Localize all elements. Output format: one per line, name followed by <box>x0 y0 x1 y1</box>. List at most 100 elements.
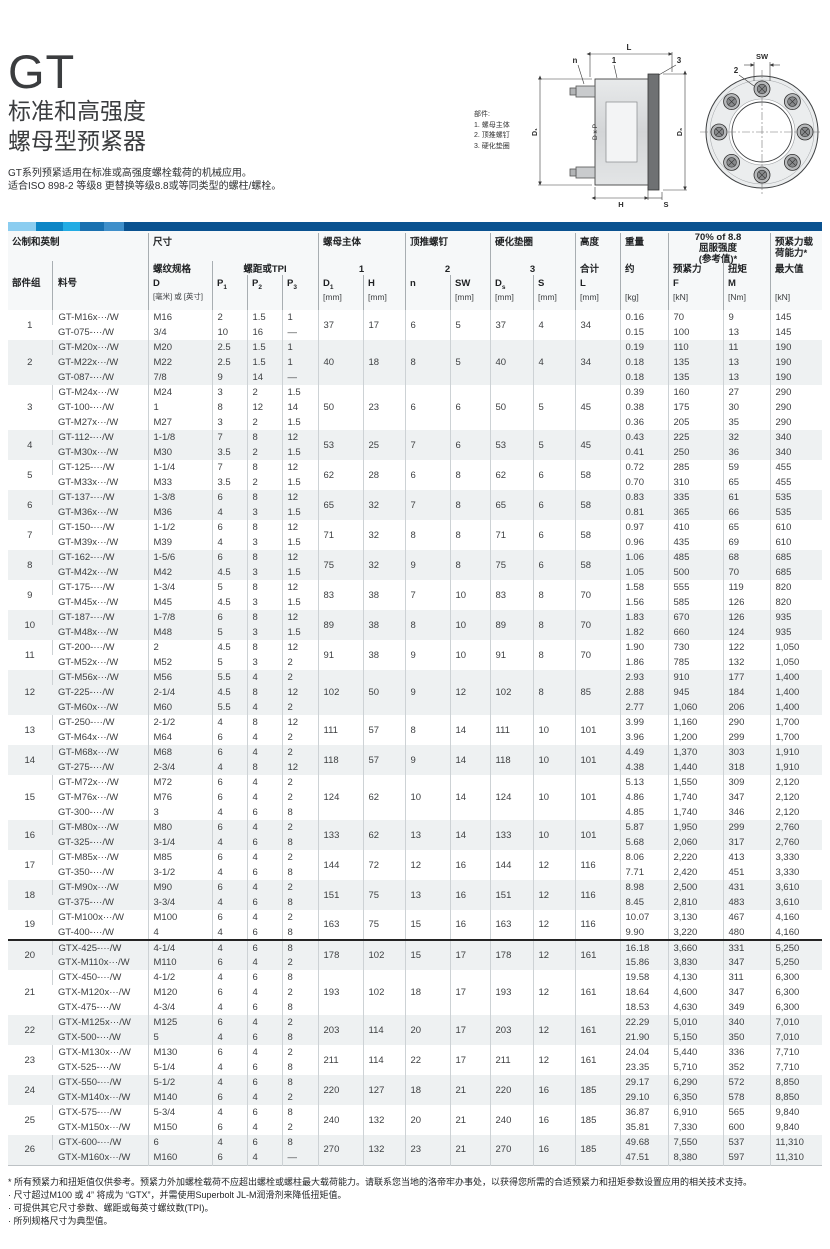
cell-thread-d: M80 <box>147 820 212 835</box>
cell-group-no: 10 <box>8 610 52 640</box>
cell-thread-d: 5 <box>147 1030 212 1045</box>
cell-part-no: GTX-500-···/W <box>52 1030 148 1045</box>
cell-part-no: GT-137-···/W <box>51 490 148 505</box>
cell-max-load: 2,760 <box>769 835 822 850</box>
table-row: 2 GT-M20x···/W M20 2.5 1.5 1 40 18 8 5 40 4 34 0.19 11… <box>8 340 822 385</box>
table-row: 17 GT-M85x···/W M85 6 4 2 144 72 12 16 144 12 116 8.0… <box>8 850 822 880</box>
cell-preload-f: 4,630 <box>667 1000 723 1015</box>
cell-p2: 4 <box>246 955 282 970</box>
cell-max-load: 340 <box>769 430 822 445</box>
cell-torque-m: 30 <box>722 400 770 415</box>
hdr-dimensions: 尺寸 <box>153 237 173 248</box>
hdr-nut-body: 螺母主体 <box>323 237 362 248</box>
cell-sw: 17 <box>449 1015 490 1045</box>
cell-weight: 8.45 <box>619 895 668 910</box>
cell-ds: 178 <box>489 939 533 970</box>
cell-p1: 6 <box>211 1120 247 1135</box>
cell-p2: 2 <box>246 385 282 400</box>
hdr-n: n <box>410 278 416 289</box>
cell-sw: 21 <box>449 1105 490 1135</box>
cell-ds: 91 <box>489 640 533 670</box>
part-2-label: 2 <box>734 66 739 75</box>
cell-n: 6 <box>404 385 450 430</box>
unit-d: [毫米] 或 [英寸] <box>153 292 204 301</box>
cell-weight: 4.49 <box>619 745 668 760</box>
table-row: 25 GTX-575-···/W 5-3/4 4 6 8 240 132 20 21 240 16 18… <box>8 1105 822 1135</box>
cell-p2: 8 <box>246 715 282 730</box>
cell-p3: 2 <box>281 790 318 805</box>
cell-group-no: 20 <box>8 939 52 970</box>
cell-weight: 5.87 <box>619 820 668 835</box>
cell-s: 5 <box>532 430 575 460</box>
cell-weight: 1.05 <box>619 565 668 580</box>
cell-p1: 4 <box>211 715 247 730</box>
cell-thread-d: 2-1/4 <box>147 685 212 700</box>
cell-p1: 4 <box>211 925 247 940</box>
cell-part-no: GT-175-···/W <box>51 580 148 595</box>
cell-weight: 1.83 <box>619 610 668 625</box>
cell-part-no: GTX-M150x···/W <box>58 1122 131 1133</box>
cell-max-load: 1,050 <box>769 640 822 655</box>
cell-weight: 0.18 <box>619 355 668 370</box>
cell-part-no: GT-M24x···/W <box>51 385 148 400</box>
cell-torque-m: 299 <box>722 820 770 835</box>
cell-p3: 2 <box>281 985 318 1000</box>
cell-p1: 6 <box>211 790 247 805</box>
cell-p3: 1.5 <box>281 415 318 430</box>
cell-max-load: 2,120 <box>769 805 822 820</box>
cell-n: 15 <box>404 910 450 940</box>
hdr-yield-line2: 屈服强度 <box>698 243 737 254</box>
cell-s: 6 <box>532 550 575 580</box>
cell-preload-f: 285 <box>667 460 723 475</box>
cell-sw: 14 <box>449 775 490 820</box>
cell-thread-d: 1-3/8 <box>147 490 212 505</box>
front-view-bolts <box>710 80 814 184</box>
cell-h: 32 <box>362 550 405 580</box>
table-row: GT-100-···/W 1 8 12 14 0.38 175 30 290 <box>8 400 822 415</box>
cell-h: 114 <box>362 1015 405 1045</box>
cell-preload-f: 2,500 <box>667 880 723 895</box>
cell-p3: 2 <box>281 655 318 670</box>
cell-weight: 29.10 <box>619 1090 668 1105</box>
cell-part-no: GT-M56x···/W <box>51 670 148 685</box>
cell-d1: 151 <box>317 880 363 910</box>
cell-p1: 3 <box>211 385 247 400</box>
cell-max-load: 2,120 <box>769 775 822 790</box>
cell-ds: 163 <box>489 910 533 940</box>
cell-torque-m: 177 <box>722 670 770 685</box>
hdr-total: 合计 <box>580 264 600 275</box>
hdr-Ds: Ds <box>495 278 506 291</box>
cell-p2: 8 <box>246 610 282 625</box>
side-view-part <box>569 73 660 191</box>
table-row: GT-M27x···/W M27 3 2 1.5 0.36 205 35 290 <box>8 415 822 430</box>
cell-p1: 3 <box>211 415 247 430</box>
cell-d1: 71 <box>317 520 363 550</box>
cell-thread-d: 5-1/4 <box>147 1060 212 1075</box>
cell-weight: 9.90 <box>619 925 668 940</box>
cell-max-load: 11,310 <box>769 1135 822 1150</box>
cell-weight: 23.35 <box>619 1060 668 1075</box>
cell-p2: 6 <box>246 895 282 910</box>
unit-h: [mm] <box>368 292 387 302</box>
cell-group-no: 24 <box>8 1075 52 1105</box>
hdr-preload: 预紧力 <box>673 264 702 275</box>
cell-part-no: GTX-575-···/W <box>51 1105 148 1120</box>
cell-p1: 4 <box>211 1030 247 1045</box>
cell-torque-m: 65 <box>722 475 770 490</box>
cell-preload-f: 485 <box>667 550 723 565</box>
cell-group-no: 9 <box>27 589 33 601</box>
cell-torque-m: 290 <box>722 715 770 730</box>
cell-thread-d: M22 <box>147 355 212 370</box>
cell-weight: 8.98 <box>619 880 668 895</box>
footnote-3: · 可提供其它尺寸参数、螺距或每英寸螺纹数(TPI)。 <box>8 1203 214 1213</box>
hdr-approx: 约 <box>625 264 635 275</box>
cell-p2: 8 <box>246 460 282 475</box>
table-row: GTX-500-···/W 5 4 6 8 21.90 5,150 350 7,010 <box>8 1030 822 1045</box>
cell-d1: 111 <box>317 715 363 745</box>
cell-p1: 4 <box>211 1075 247 1090</box>
cell-part-no: GT-087-···/W <box>52 370 148 385</box>
cell-group-no: 15 <box>24 792 36 803</box>
cell-d1: 118 <box>317 745 363 775</box>
cell-max-load: 340 <box>769 445 822 460</box>
cell-max-load: 9,840 <box>769 1120 822 1135</box>
